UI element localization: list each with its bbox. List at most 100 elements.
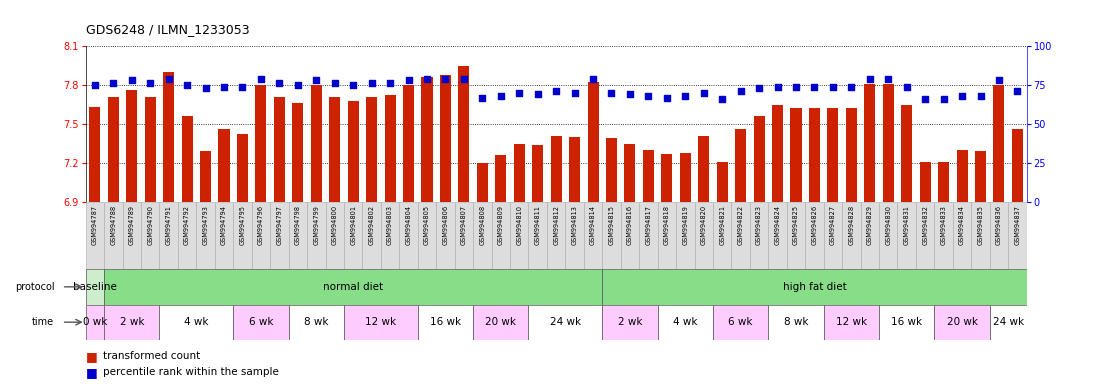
Bar — [292, 103, 303, 202]
Bar — [311, 85, 322, 202]
Text: GSM994809: GSM994809 — [497, 205, 504, 245]
Bar — [528, 305, 603, 340]
Text: GSM994788: GSM994788 — [110, 205, 116, 245]
Bar — [289, 202, 307, 269]
Point — [234, 84, 251, 90]
Bar — [1012, 129, 1023, 202]
Point — [86, 82, 103, 88]
Point — [142, 80, 159, 86]
Bar — [695, 202, 713, 269]
Bar — [178, 202, 197, 269]
Point — [437, 76, 455, 82]
Bar — [458, 66, 470, 202]
Text: 8 wk: 8 wk — [304, 317, 328, 327]
Text: GSM994826: GSM994826 — [811, 205, 817, 245]
Bar — [897, 202, 916, 269]
Bar — [233, 202, 251, 269]
Bar — [126, 90, 137, 202]
Bar — [879, 202, 897, 269]
Point — [455, 76, 472, 82]
Point — [640, 93, 658, 99]
Bar — [938, 162, 949, 202]
Text: 8 wk: 8 wk — [784, 317, 808, 327]
Text: GSM994831: GSM994831 — [904, 205, 910, 245]
Text: 12 wk: 12 wk — [366, 317, 396, 327]
Text: 4 wk: 4 wk — [673, 317, 697, 327]
Point — [418, 76, 436, 82]
Bar — [164, 72, 175, 202]
Bar — [735, 129, 747, 202]
Point — [473, 94, 491, 101]
Point — [1009, 88, 1027, 94]
Bar — [528, 202, 547, 269]
Point — [253, 76, 270, 82]
Bar — [141, 202, 159, 269]
Bar — [824, 202, 842, 269]
Text: GSM994789: GSM994789 — [128, 205, 135, 245]
Bar — [123, 202, 141, 269]
Bar — [769, 202, 787, 269]
Bar — [104, 202, 123, 269]
Point — [529, 91, 547, 98]
Point — [289, 82, 306, 88]
Text: ■: ■ — [86, 350, 98, 363]
Text: GSM994793: GSM994793 — [202, 205, 209, 245]
Text: time: time — [32, 317, 54, 327]
Text: transformed count: transformed count — [103, 351, 201, 361]
Text: GSM994834: GSM994834 — [959, 205, 965, 245]
Point — [695, 90, 713, 96]
Point — [160, 76, 178, 82]
Bar — [842, 202, 861, 269]
Bar — [731, 202, 750, 269]
Bar — [713, 202, 731, 269]
Bar — [381, 202, 400, 269]
Bar — [713, 305, 769, 340]
Bar — [422, 77, 433, 202]
Bar — [606, 138, 617, 202]
Bar — [215, 202, 233, 269]
Text: ■: ■ — [86, 366, 98, 379]
Text: GSM994829: GSM994829 — [866, 205, 873, 245]
Point — [806, 84, 824, 90]
Text: 2 wk: 2 wk — [120, 317, 144, 327]
Bar — [989, 202, 1008, 269]
Bar — [883, 84, 894, 202]
Point — [178, 82, 195, 88]
Point — [842, 84, 860, 90]
Text: GSM994803: GSM994803 — [388, 205, 393, 245]
Point — [879, 76, 897, 82]
Bar — [547, 202, 565, 269]
Point — [769, 84, 786, 90]
Bar — [787, 202, 805, 269]
Bar — [159, 305, 233, 340]
Bar — [603, 269, 1027, 305]
Bar — [104, 269, 603, 305]
Bar — [550, 136, 562, 202]
Bar — [676, 202, 695, 269]
Point — [714, 96, 731, 102]
Bar — [658, 202, 676, 269]
Text: GSM994822: GSM994822 — [738, 205, 743, 245]
Bar — [994, 85, 1005, 202]
Text: GSM994830: GSM994830 — [885, 205, 892, 245]
Point — [326, 80, 344, 86]
Text: 24 wk: 24 wk — [550, 317, 581, 327]
Bar — [791, 108, 802, 202]
Text: GSM994797: GSM994797 — [277, 205, 282, 245]
Text: 4 wk: 4 wk — [184, 317, 209, 327]
Bar — [256, 85, 267, 202]
Text: GSM994799: GSM994799 — [313, 205, 320, 245]
Bar — [514, 144, 525, 202]
Bar — [348, 101, 359, 202]
Point — [825, 84, 842, 90]
Text: GSM994828: GSM994828 — [849, 205, 854, 245]
Text: GSM994796: GSM994796 — [258, 205, 264, 245]
Point — [934, 96, 952, 102]
Text: GSM994813: GSM994813 — [572, 205, 578, 245]
Text: GSM994801: GSM994801 — [350, 205, 356, 245]
Bar — [753, 116, 764, 202]
Point — [345, 82, 362, 88]
Point — [732, 88, 750, 94]
Bar — [956, 150, 967, 202]
Bar — [824, 305, 879, 340]
